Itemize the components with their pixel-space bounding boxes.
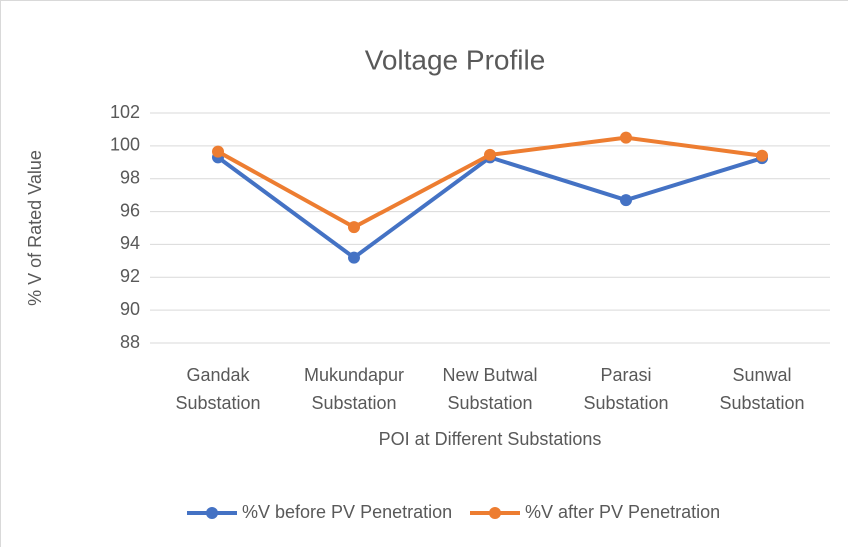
y-tick-label: 98 [120,167,140,187]
data-point [348,252,360,264]
data-point [348,221,360,233]
data-point [620,194,632,206]
y-tick-label: 100 [110,135,140,155]
y-tick-label: 92 [120,266,140,286]
x-axis-label: POI at Different Substations [379,429,602,449]
legend-marker [206,507,218,519]
legend-label: %V before PV Penetration [242,502,452,522]
legend-marker [489,507,501,519]
y-axis-label: % V of Rated Value [25,150,45,306]
data-point [756,150,768,162]
data-point [620,132,632,144]
y-tick-label: 96 [120,200,140,220]
legend-label: %V after PV Penetration [525,502,720,522]
y-tick-label: 102 [110,102,140,122]
y-tick-label: 94 [120,233,140,253]
data-point [212,146,224,158]
data-point [484,149,496,161]
chart-title: Voltage Profile [365,44,546,75]
y-tick-label: 90 [120,299,140,319]
y-tick-label: 88 [120,332,140,352]
